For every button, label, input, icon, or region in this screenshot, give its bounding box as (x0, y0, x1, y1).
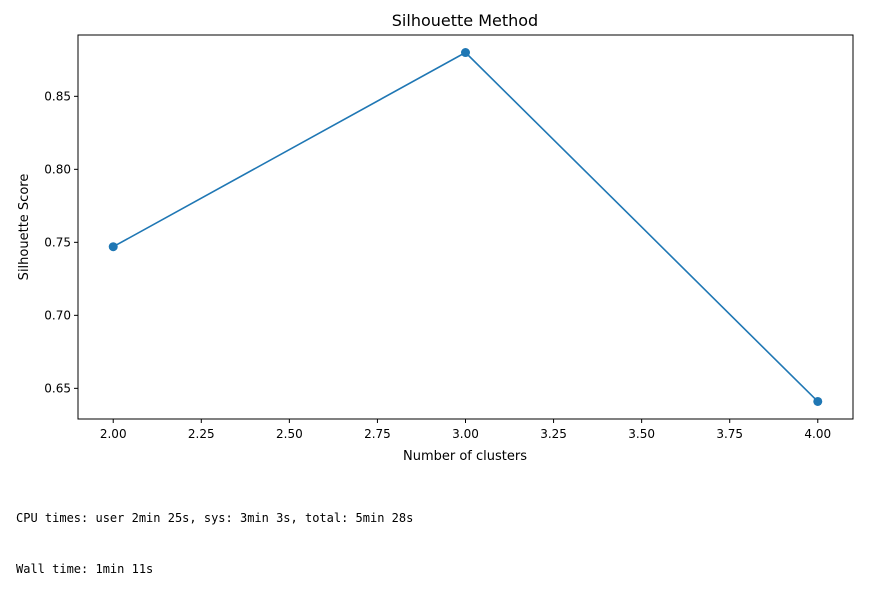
x-axis-label: Number of clusters (403, 449, 527, 464)
x-tick-label: 3.50 (628, 427, 655, 441)
data-point (461, 48, 470, 58)
x-tick-label: 2.25 (188, 427, 215, 441)
y-axis-ticks: 0.65 0.70 0.75 0.80 0.85 (44, 89, 78, 395)
wall-time-text: Wall time: 1min 11s (16, 562, 154, 576)
y-axis-label: Silhouette Score (17, 174, 32, 281)
y-tick-label: 0.65 (44, 381, 71, 395)
data-point (108, 242, 118, 252)
y-tick-label: 0.80 (44, 162, 71, 176)
plot-frame (77, 34, 854, 420)
silhouette-chart: Silhouette Method 2.00 2.25 2.50 2.75 3.00 3.… (17, 11, 854, 464)
x-tick-label: 3.00 (452, 427, 479, 441)
x-tick-label: 4.00 (804, 427, 831, 441)
y-tick-label: 0.75 (44, 235, 71, 249)
x-tick-label: 3.25 (540, 427, 567, 441)
x-tick-label: 3.75 (716, 427, 743, 441)
cell-output: CPU times: user 2min 25s, sys: 3min 3s, … (16, 476, 413, 595)
y-tick-label: 0.70 (44, 308, 71, 322)
x-tick-label: 2.50 (276, 427, 303, 441)
cpu-times-text: CPU times: user 2min 25s, sys: 3min 3s, … (16, 511, 414, 525)
chart-title: Silhouette Method (392, 11, 538, 30)
x-axis-ticks: 2.00 2.25 2.50 2.75 3.00 3.25 3.50 3.75 4.00 (100, 419, 831, 441)
data-point (813, 396, 823, 406)
y-tick-label: 0.85 (44, 89, 71, 103)
x-tick-label: 2.75 (364, 427, 391, 441)
series-layer (108, 48, 823, 406)
series-line (112, 51, 819, 403)
x-tick-label: 2.00 (100, 427, 127, 441)
